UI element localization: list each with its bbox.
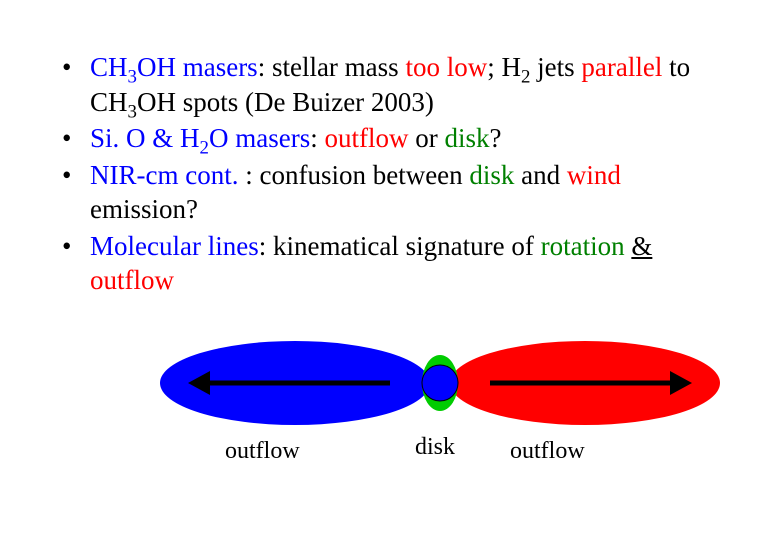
bullet-list: CH3OH masers: stellar mass too low; H2 j… xyxy=(50,50,730,298)
b2-t2: or xyxy=(408,123,444,153)
b2-green1: disk xyxy=(444,123,489,153)
b1-sub3: 3 xyxy=(128,101,137,122)
b1-t3: jets xyxy=(530,52,581,82)
b3-t1: : confusion between xyxy=(245,160,469,190)
b1-t1: : stellar mass xyxy=(258,52,406,82)
outflow-diagram: outflow disk outflow xyxy=(50,318,730,518)
disk-label: disk xyxy=(415,434,455,461)
b1-t5: OH spots (De Buizer 2003) xyxy=(137,87,434,117)
b3-t2: and xyxy=(514,160,566,190)
b2-t1: : xyxy=(310,123,324,153)
b3-green1: disk xyxy=(469,160,514,190)
b1-red2: parallel xyxy=(581,52,662,82)
slide-content: CH3OH masers: stellar mass too low; H2 j… xyxy=(0,0,780,518)
b4-amp: & xyxy=(631,231,652,261)
b3-t3: emission? xyxy=(90,194,198,224)
b4-t1: : kinematical signature of xyxy=(259,231,541,261)
b2-red1: outflow xyxy=(324,123,408,153)
bullet-4: Molecular lines: kinematical signature o… xyxy=(50,229,730,298)
b1-term: CH3OH masers xyxy=(90,52,258,82)
outflow-label-left: outflow xyxy=(225,438,300,465)
bullet-1: CH3OH masers: stellar mass too low; H2 j… xyxy=(50,50,730,119)
b4-green1: rotation xyxy=(541,231,625,261)
b3-term: NIR-cm cont. xyxy=(90,160,245,190)
b4-red1: outflow xyxy=(90,265,174,295)
b1-t2: ; H xyxy=(487,52,521,82)
bullet-2: Si. O & H2O masers: outflow or disk? xyxy=(50,121,730,156)
b2-term: Si. O & H2O masers xyxy=(90,123,310,153)
b1-red1: too low xyxy=(405,52,487,82)
outflow-label-right: outflow xyxy=(510,438,585,465)
bullet-3: NIR-cm cont. : confusion between disk an… xyxy=(50,158,730,227)
b2-t3: ? xyxy=(490,123,502,153)
b1-sub2: 2 xyxy=(521,66,530,87)
b3-red1: wind xyxy=(567,160,621,190)
b4-term: Molecular lines xyxy=(90,231,259,261)
